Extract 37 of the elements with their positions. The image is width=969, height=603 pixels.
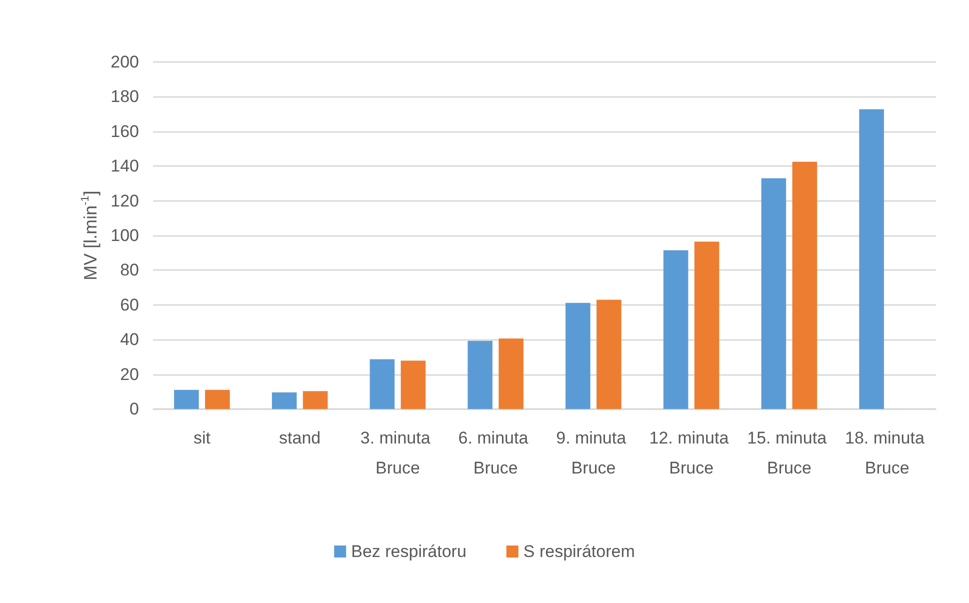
bar xyxy=(566,302,590,409)
bar xyxy=(174,390,199,409)
y-tick-label: 120 xyxy=(110,191,139,210)
bar xyxy=(272,392,297,409)
x-tick-label: 12. minuta Bruce xyxy=(649,428,734,478)
bar xyxy=(761,178,786,409)
bar xyxy=(400,360,426,409)
y-tick-label: 0 xyxy=(130,400,139,418)
bar xyxy=(498,338,524,409)
y-tick-label: 140 xyxy=(110,156,139,176)
y-tick-label: 160 xyxy=(110,122,139,141)
x-tick-label: stand xyxy=(279,428,321,448)
x-tick-label: 6. minuta Bruce xyxy=(458,428,533,478)
y-tick-label: 20 xyxy=(120,364,139,384)
bar xyxy=(859,109,884,409)
bar xyxy=(663,250,688,409)
y-tick-label: 40 xyxy=(120,330,139,350)
legend-label: S respirátorem xyxy=(523,542,635,561)
y-tick-label: 200 xyxy=(110,52,139,72)
bar xyxy=(302,391,328,409)
y-tick-label: 100 xyxy=(110,226,139,245)
bar xyxy=(370,359,395,409)
legend-label: Bez respirátoru xyxy=(351,542,466,561)
y-tick-label: 80 xyxy=(120,260,139,280)
x-tick-label: sit xyxy=(193,428,211,448)
x-tick-label: 9. minuta Bruce xyxy=(556,428,631,478)
bar xyxy=(205,390,230,409)
bar xyxy=(694,242,720,409)
y-tick-label: 60 xyxy=(120,295,139,314)
bar xyxy=(468,340,492,409)
y-axis-title: MV [l.min-1] xyxy=(80,190,101,280)
bar xyxy=(792,162,818,409)
x-tick-label: 18. minuta Bruce xyxy=(845,428,930,478)
x-tick-label: 3. minuta Bruce xyxy=(360,428,436,478)
bar xyxy=(596,300,622,409)
x-tick-label: 15. minuta Bruce xyxy=(747,428,832,478)
y-tick-label: 180 xyxy=(110,87,139,106)
